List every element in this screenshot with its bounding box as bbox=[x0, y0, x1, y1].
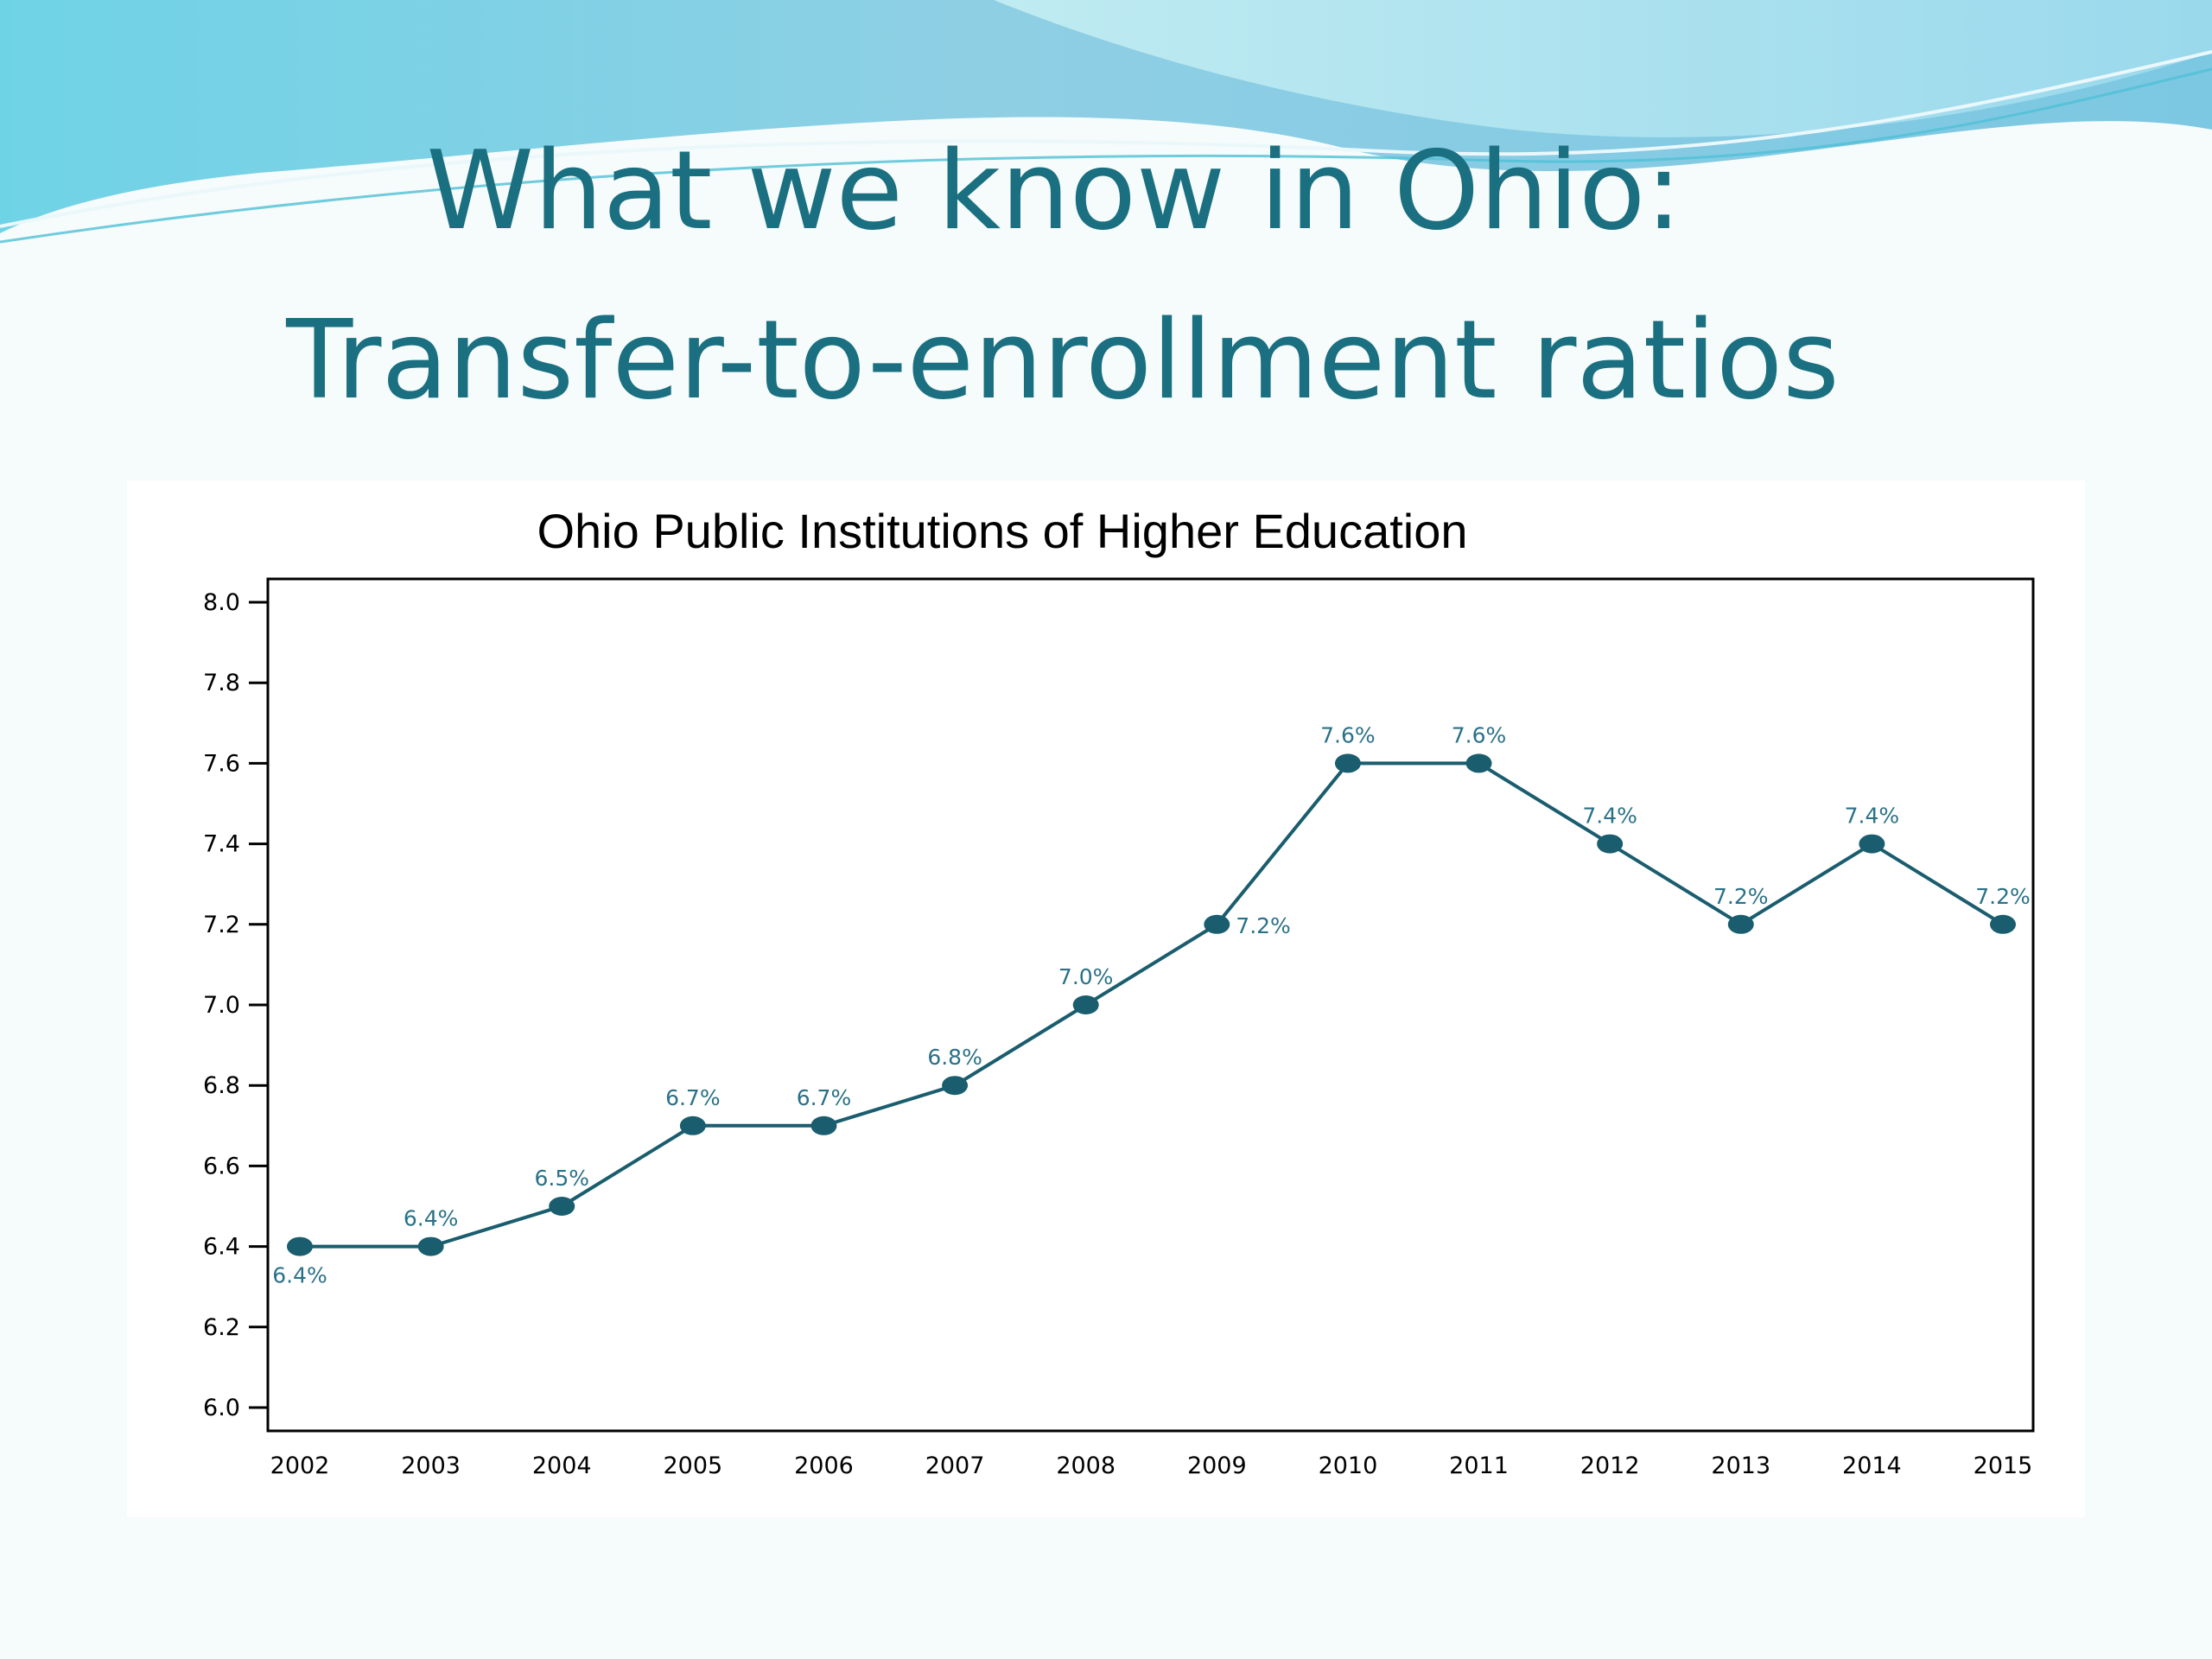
series-line bbox=[300, 761, 2005, 1249]
y-tick-label: 6.8 bbox=[203, 1072, 240, 1099]
y-tick-label: 7.4 bbox=[203, 831, 240, 858]
data-point bbox=[287, 1236, 313, 1256]
data-label: 7.0% bbox=[1058, 964, 1114, 989]
x-tick-label: 2014 bbox=[1842, 1452, 1902, 1479]
y-tick-label: 6.6 bbox=[203, 1153, 240, 1179]
line-chart: Ohio Public Institutions of Higher Educa… bbox=[203, 504, 2035, 1479]
x-tick-label: 2011 bbox=[1449, 1452, 1509, 1479]
data-point bbox=[1990, 914, 2016, 934]
data-label: 7.2% bbox=[1236, 913, 1291, 938]
y-tick-label: 7.8 bbox=[203, 670, 240, 696]
x-tick-label: 2008 bbox=[1056, 1452, 1116, 1479]
x-tick-label: 2010 bbox=[1319, 1452, 1378, 1479]
data-point bbox=[1334, 753, 1361, 773]
x-axis: 2002 2003 2004 2005 2006 2007 2008 2009 2010 2011… bbox=[270, 1452, 2033, 1479]
x-tick-label: 2003 bbox=[401, 1452, 461, 1479]
data-label: 6.7% bbox=[665, 1085, 721, 1110]
data-point bbox=[679, 1116, 706, 1135]
plot-frame bbox=[266, 577, 2035, 1433]
data-label: 6.4% bbox=[404, 1206, 459, 1231]
data-label: 7.2% bbox=[1713, 884, 1769, 909]
y-tick-label: 7.6 bbox=[203, 750, 240, 777]
data-point bbox=[549, 1197, 575, 1216]
data-label: 7.6% bbox=[1320, 722, 1376, 747]
y-axis: 6.0 6.2 6.4 6.6 6.8 7.0 7.2 7.4 7.6 7.8 8.0 bbox=[203, 589, 268, 1421]
data-label: 6.7% bbox=[797, 1085, 852, 1110]
data-label: 7.6% bbox=[1452, 722, 1507, 747]
data-point bbox=[942, 1076, 969, 1096]
x-tick-label: 2015 bbox=[1974, 1452, 2033, 1479]
data-label: 6.8% bbox=[927, 1045, 982, 1070]
data-point bbox=[1859, 834, 1885, 854]
chart-title: Ohio Public Institutions of Higher Educa… bbox=[537, 504, 1467, 558]
y-tick-label: 6.0 bbox=[203, 1395, 240, 1421]
data-label: 6.4% bbox=[272, 1263, 327, 1288]
data-labels: 6.4% 6.4% 6.5% 6.7% 6.7% 6.8% 7.0% 7.2% 7.6% 7.6%… bbox=[272, 722, 2031, 1287]
x-tick-label: 2012 bbox=[1580, 1452, 1640, 1479]
x-tick-label: 2007 bbox=[925, 1452, 985, 1479]
data-label: 7.4% bbox=[1582, 804, 1637, 829]
wave-banner bbox=[0, 0, 2212, 244]
slide-title-line-2: Transfer-to-enrollment ratios bbox=[286, 296, 1840, 423]
x-tick-label: 2006 bbox=[794, 1452, 854, 1479]
data-label: 6.5% bbox=[534, 1166, 589, 1191]
data-point bbox=[810, 1116, 837, 1135]
x-tick-label: 2013 bbox=[1711, 1452, 1770, 1479]
data-label: 7.2% bbox=[1975, 884, 2031, 909]
data-point bbox=[1204, 914, 1230, 934]
data-point bbox=[1465, 753, 1492, 773]
x-tick-label: 2002 bbox=[270, 1452, 330, 1479]
slide-title-line-1: What we know in Ohio: bbox=[426, 127, 1682, 254]
y-tick-label: 6.2 bbox=[203, 1314, 240, 1341]
data-point bbox=[417, 1236, 444, 1256]
chart-panel: Ohio Public Institutions of Higher Educa… bbox=[127, 480, 2085, 1517]
data-point bbox=[1597, 834, 1624, 854]
data-point bbox=[1072, 995, 1099, 1014]
y-tick-label: 6.4 bbox=[203, 1234, 240, 1261]
x-tick-label: 2005 bbox=[663, 1452, 722, 1479]
y-tick-label: 8.0 bbox=[203, 589, 240, 616]
data-label: 7.4% bbox=[1845, 804, 1900, 829]
series-markers bbox=[287, 753, 2016, 1256]
x-tick-label: 2004 bbox=[532, 1452, 592, 1479]
data-point bbox=[1727, 914, 1754, 934]
x-tick-label: 2009 bbox=[1187, 1452, 1247, 1479]
y-tick-label: 7.0 bbox=[203, 992, 240, 1019]
y-tick-label: 7.2 bbox=[203, 912, 240, 938]
